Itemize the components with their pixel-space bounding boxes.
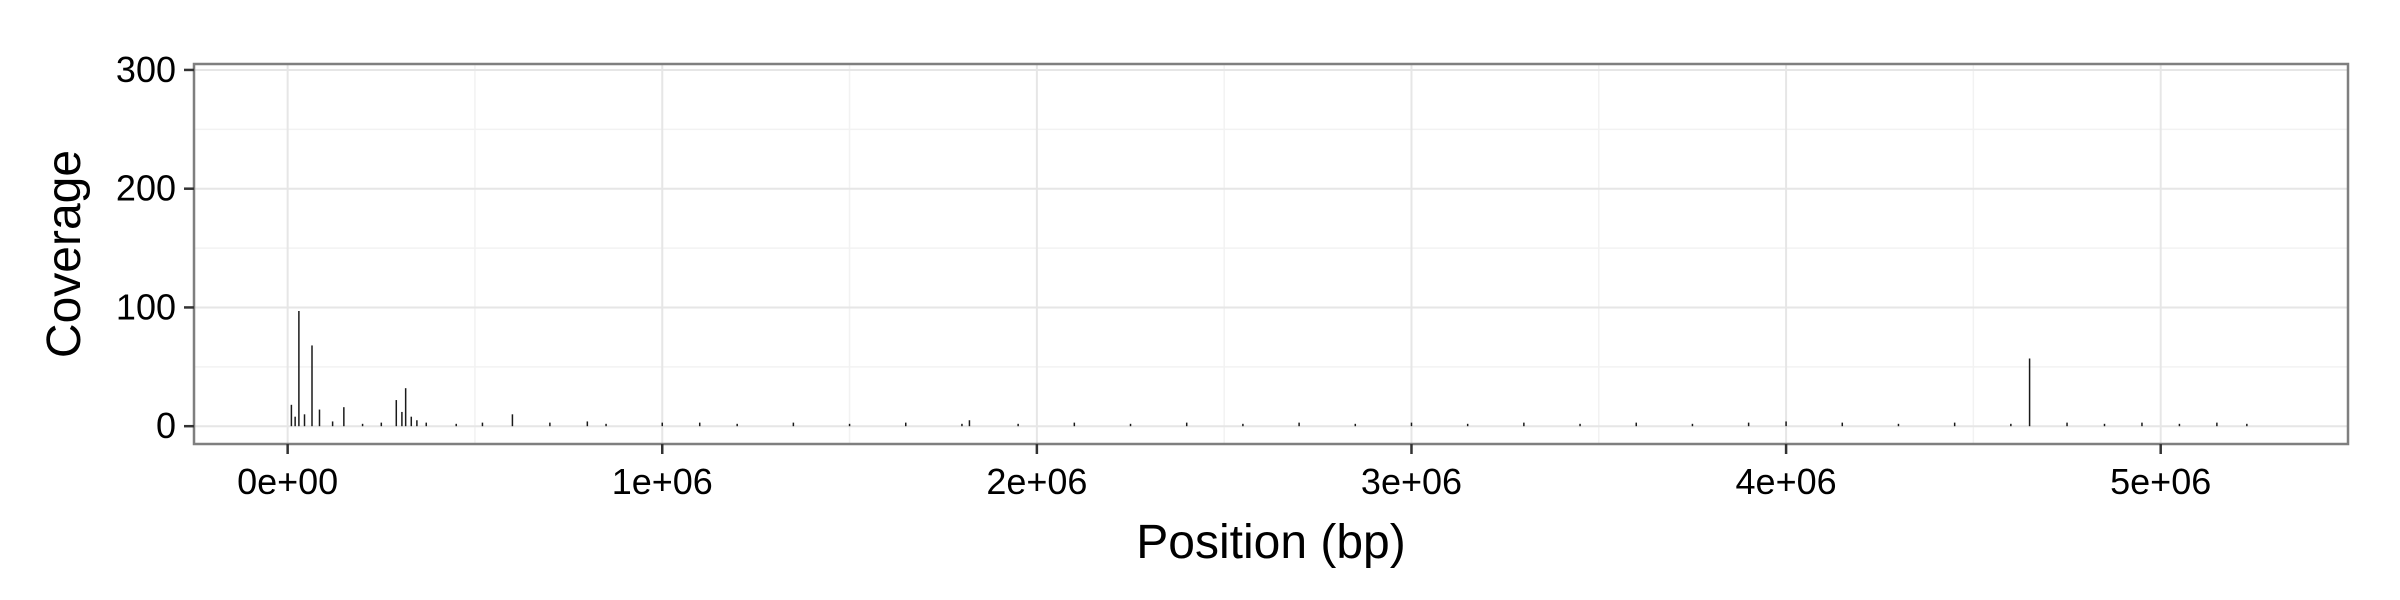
x-axis-title: Position (bp)	[1136, 516, 1405, 569]
x-tick-label: 1e+06	[612, 461, 713, 502]
x-tick-label: 3e+06	[1361, 461, 1462, 502]
x-tick-label: 5e+06	[2110, 461, 2211, 502]
y-axis: 0 100 200 300	[116, 49, 194, 446]
x-tick-label: 0e+00	[237, 461, 338, 502]
y-tick-label: 300	[116, 49, 176, 90]
y-axis-title: Coverage	[38, 150, 91, 358]
x-axis: 0e+00 1e+06 2e+06 3e+06 4e+06 5e+06	[237, 444, 2211, 502]
coverage-bars	[290, 311, 2248, 427]
y-tick-label: 0	[156, 405, 176, 446]
plot-panel-border	[192, 62, 2350, 446]
plot-panel-background	[194, 64, 2348, 444]
y-tick-label: 200	[116, 168, 176, 209]
x-tick-label: 4e+06	[1736, 461, 1837, 502]
y-tick-label: 100	[116, 286, 176, 327]
x-tick-label: 2e+06	[986, 461, 1087, 502]
